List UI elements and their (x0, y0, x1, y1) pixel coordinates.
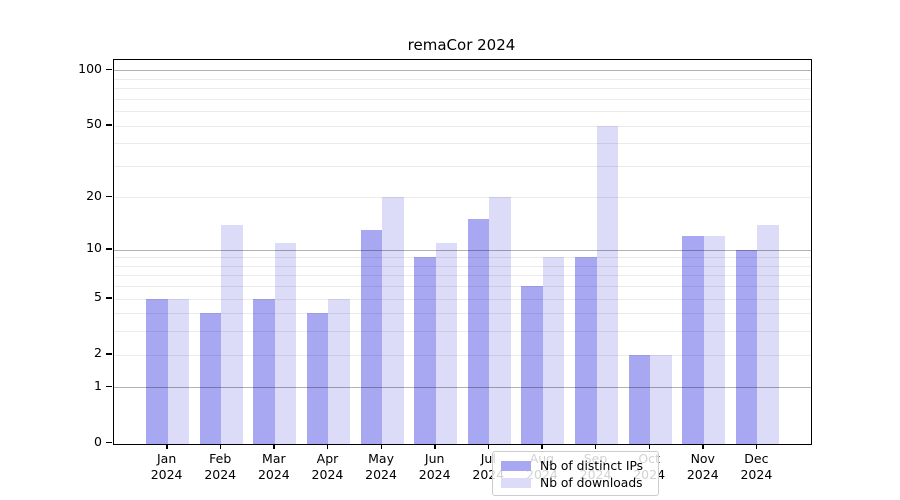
minor-gridline (114, 88, 811, 90)
minor-gridline (114, 275, 811, 277)
legend-row-distinct-ips: Nb of distinct IPs (501, 457, 650, 474)
minor-gridline (114, 143, 811, 145)
bar-ips-apr (307, 313, 329, 444)
x-tick-label: Nov 2024 (686, 450, 719, 482)
bar-ips-aug (521, 286, 543, 444)
minor-gridline (114, 98, 811, 100)
bar-downloads-may (382, 197, 404, 444)
minor-gridline (114, 286, 811, 288)
y-tick-label: 100 (78, 60, 102, 76)
x-tick (702, 443, 704, 449)
bar-ips-nov (682, 236, 704, 444)
x-tick (326, 443, 329, 449)
y-tick (106, 385, 112, 388)
legend-swatch-downloads (501, 477, 531, 488)
x-tick-label: Apr 2024 (311, 450, 344, 482)
bar-ips-jan (146, 298, 168, 444)
major-gridline (114, 70, 811, 72)
y-tick-label: 50 (86, 116, 102, 132)
x-tick (541, 443, 543, 449)
minor-gridline (114, 298, 811, 300)
legend-label-distinct-ips: Nb of distinct IPs (540, 458, 644, 473)
bar-downloads-oct (650, 354, 672, 444)
x-tick (434, 443, 436, 449)
bar-ips-jun (414, 257, 436, 444)
bar-ips-may (360, 230, 383, 444)
y-tick (106, 195, 112, 198)
minor-gridline (114, 331, 811, 333)
bar-downloads-mar (274, 242, 297, 444)
y-tick (106, 297, 112, 299)
y-tick (106, 248, 112, 250)
x-tick (219, 443, 222, 449)
chart-title: remaCor 2024 (407, 36, 516, 54)
plot-area: Nb of distinct IPs Nb of downloads (113, 59, 812, 496)
minor-gridline (114, 125, 811, 127)
bar-ips-oct (628, 354, 651, 444)
bar-downloads-sep (596, 125, 618, 444)
minor-gridline (114, 354, 811, 356)
minor-gridline (114, 313, 811, 315)
y-tick-label: 0 (94, 434, 102, 449)
bar-ips-feb (199, 313, 222, 444)
x-tick-label: Feb 2024 (204, 450, 237, 482)
minor-gridline (114, 265, 811, 267)
minor-gridline (114, 197, 811, 199)
bar-ips-jul (467, 219, 490, 444)
bar-downloads-nov (703, 236, 726, 444)
bar-ips-mar (253, 298, 275, 444)
bar-downloads-aug (542, 257, 565, 444)
minor-gridline (114, 257, 811, 259)
x-tick-label: Jun 2024 (418, 450, 451, 482)
bar-downloads-dec (757, 224, 779, 444)
x-tick (595, 443, 597, 449)
y-tick (106, 353, 112, 355)
y-tick-label: 20 (86, 187, 102, 203)
major-gridline (114, 387, 811, 389)
y-tick-label: 2 (94, 345, 102, 361)
x-tick-label: May 2024 (365, 450, 397, 482)
bar-downloads-apr (328, 298, 350, 444)
x-tick (755, 443, 758, 449)
x-tick-label: Mar 2024 (257, 450, 290, 482)
bar-downloads-jan (167, 298, 190, 444)
y-tick-label: 1 (94, 377, 102, 393)
bar-downloads-feb (221, 224, 243, 444)
y-tick-label: 10 (86, 240, 102, 256)
legend: Nb of distinct IPs Nb of downloads (492, 451, 659, 496)
x-tick-label: Jan 2024 (150, 450, 183, 482)
x-tick (166, 443, 168, 449)
y-tick-label: 5 (94, 289, 102, 305)
y-tick (106, 442, 112, 444)
bar-ips-dec (735, 249, 758, 444)
minor-gridline (114, 111, 811, 113)
x-tick (273, 443, 275, 449)
x-tick (380, 443, 382, 449)
x-tick (487, 443, 490, 449)
legend-label-downloads: Nb of downloads (540, 475, 643, 490)
legend-row-downloads: Nb of downloads (501, 474, 650, 491)
bar-ips-sep (575, 257, 597, 444)
bar-downloads-jul (489, 197, 511, 444)
y-tick (106, 124, 112, 126)
y-tick (106, 68, 112, 71)
x-tick (648, 443, 651, 449)
minor-gridline (114, 78, 811, 80)
major-gridline (114, 249, 811, 251)
minor-gridline (114, 165, 811, 167)
bar-downloads-jun (435, 242, 458, 444)
legend-swatch-distinct-ips (501, 460, 531, 471)
x-tick-label: Dec 2024 (740, 450, 773, 482)
